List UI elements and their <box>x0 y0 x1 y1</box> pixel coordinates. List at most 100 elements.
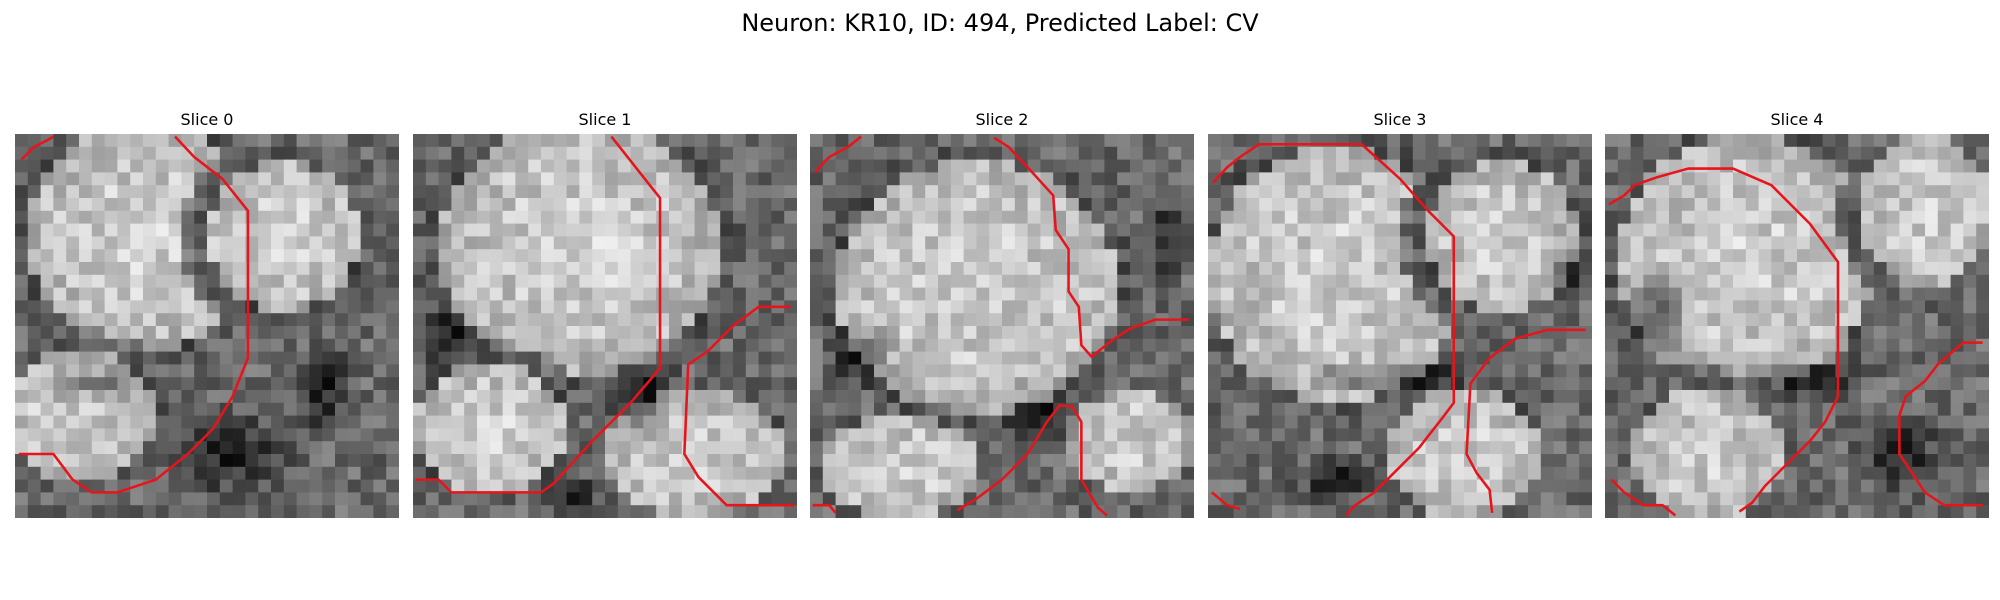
pixel <box>707 134 721 148</box>
pixel <box>155 402 170 417</box>
pixel <box>1155 210 1169 225</box>
pixel <box>1142 364 1157 378</box>
pixel <box>245 134 259 148</box>
pixel <box>1899 274 1913 289</box>
pixel <box>1259 287 1273 301</box>
pixel <box>1451 441 1465 455</box>
pixel <box>502 236 516 250</box>
pixel <box>1284 146 1299 161</box>
pixel <box>1053 134 1067 148</box>
pixel <box>283 146 298 161</box>
pixel <box>566 415 580 429</box>
pixel <box>1425 159 1439 173</box>
pixel <box>694 390 708 404</box>
pixel <box>27 185 42 199</box>
pixel <box>413 300 427 314</box>
pixel <box>1579 441 1592 455</box>
pixel <box>373 287 387 301</box>
pixel <box>271 198 285 212</box>
pixel <box>617 300 632 314</box>
pixel <box>720 223 734 237</box>
pixel <box>1374 236 1388 250</box>
pixel <box>40 351 54 365</box>
pixel <box>553 198 568 212</box>
pixel <box>1733 364 1747 378</box>
pixel <box>309 172 323 186</box>
pixel <box>219 415 234 429</box>
pixel <box>79 287 93 301</box>
pixel <box>1155 492 1169 506</box>
pixel <box>1963 185 1977 199</box>
pixel <box>451 364 465 378</box>
pixel <box>1656 351 1670 365</box>
pixel <box>1181 223 1194 237</box>
pixel <box>541 249 555 263</box>
pixel <box>681 466 696 481</box>
pixel <box>617 223 632 237</box>
pixel <box>40 466 54 481</box>
pixel <box>66 326 80 340</box>
pixel <box>989 287 1003 301</box>
pixel <box>1925 274 1939 289</box>
pixel <box>1899 505 1913 518</box>
pixel <box>1361 415 1375 429</box>
pixel <box>181 172 195 186</box>
pixel <box>1027 492 1041 506</box>
pixel <box>1925 236 1939 250</box>
pixel <box>1681 274 1696 289</box>
pixel <box>1502 479 1516 493</box>
pixel <box>938 313 952 327</box>
pixel <box>784 351 797 365</box>
pixel <box>1515 505 1529 518</box>
pixel <box>630 492 644 506</box>
pixel <box>1155 300 1169 314</box>
pixel <box>1233 236 1247 250</box>
pixel <box>1297 492 1311 506</box>
pixel <box>592 146 606 161</box>
pixel <box>938 505 952 518</box>
pixel <box>592 505 606 518</box>
pixel <box>40 505 54 518</box>
pixel <box>413 287 427 301</box>
pixel <box>1553 134 1567 148</box>
pixel <box>1130 326 1144 340</box>
pixel <box>181 479 195 493</box>
pixel <box>528 172 542 186</box>
pixel <box>1014 326 1029 340</box>
pixel <box>1412 351 1427 365</box>
pixel <box>886 287 901 301</box>
pixel <box>1502 377 1516 391</box>
pixel <box>464 134 478 148</box>
pixel <box>258 326 272 340</box>
pixel <box>1451 492 1465 506</box>
pixel <box>283 134 298 148</box>
pixel <box>1540 377 1555 391</box>
pixel <box>1579 146 1592 161</box>
pixel <box>360 466 374 481</box>
pixel <box>1002 492 1016 506</box>
pixel <box>1707 390 1721 404</box>
pixel <box>1284 287 1299 301</box>
pixel <box>15 364 29 378</box>
pixel <box>438 402 452 417</box>
pixel <box>1168 428 1182 442</box>
pixel <box>130 415 144 429</box>
pixel <box>1963 466 1977 481</box>
pixel <box>130 262 144 276</box>
pixel <box>1579 223 1592 237</box>
pixel <box>1040 198 1054 212</box>
pixel <box>219 326 234 340</box>
slice-title: Slice 4 <box>1770 110 1824 129</box>
pixel <box>1220 338 1235 353</box>
pixel <box>1528 454 1542 468</box>
pixel <box>861 479 875 493</box>
pixel <box>1078 326 1093 340</box>
pixel <box>117 351 131 365</box>
pixel <box>502 351 516 365</box>
pixel <box>1425 454 1439 468</box>
pixel <box>515 466 529 481</box>
pixel <box>1553 172 1567 186</box>
pixel <box>1181 415 1194 429</box>
pixel <box>1502 390 1516 404</box>
pixel <box>347 364 362 378</box>
